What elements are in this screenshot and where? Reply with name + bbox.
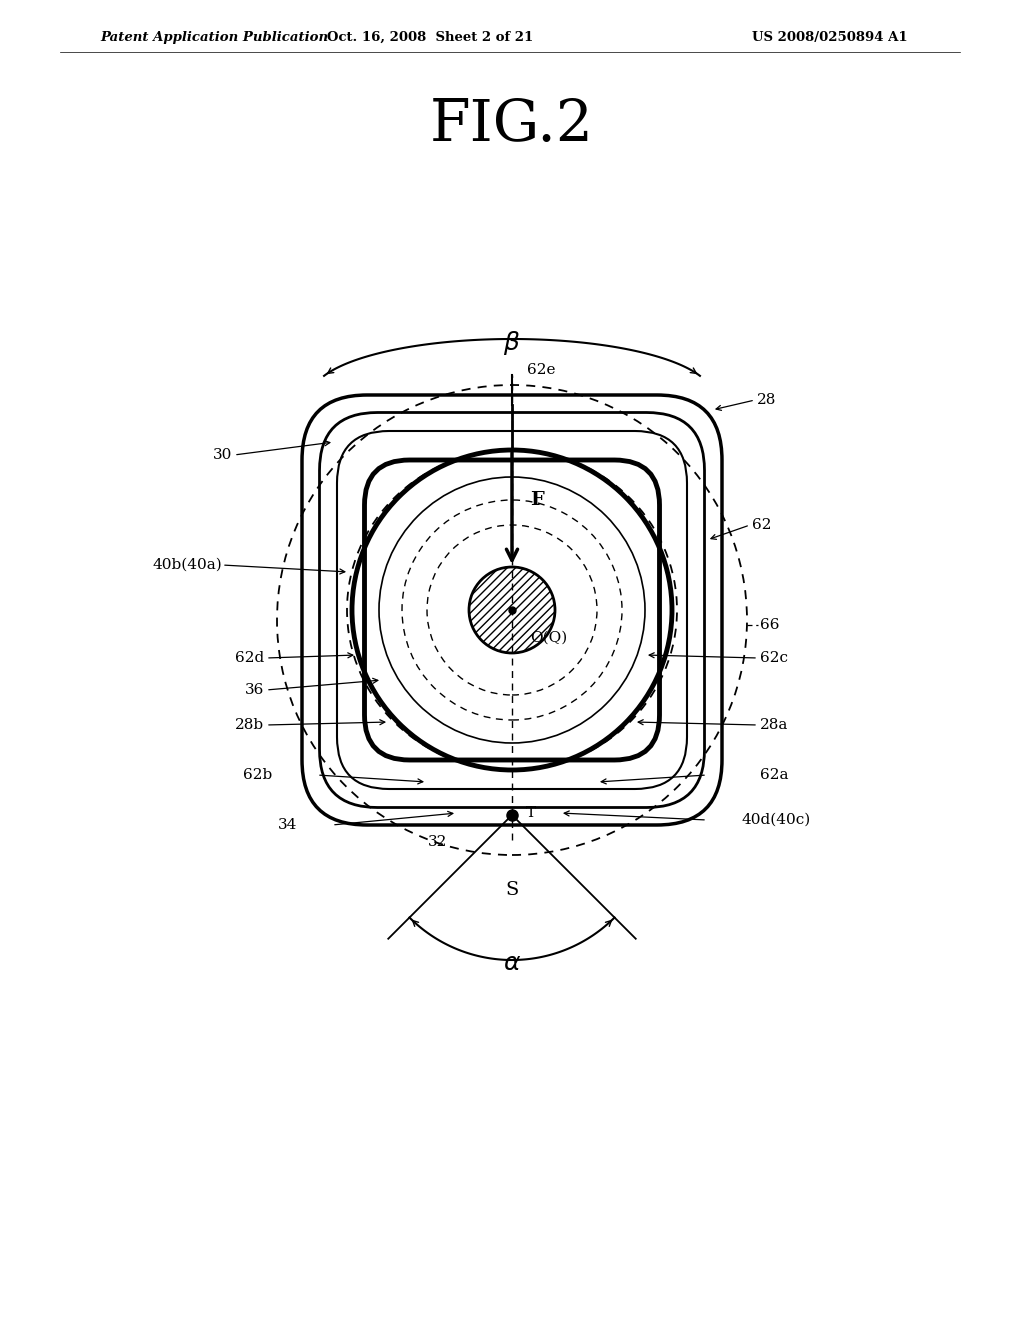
- Text: Patent Application Publication: Patent Application Publication: [100, 30, 328, 44]
- Circle shape: [469, 568, 555, 653]
- Text: 62e: 62e: [527, 363, 555, 378]
- Text: 40d(40c): 40d(40c): [742, 813, 811, 828]
- Text: Oct. 16, 2008  Sheet 2 of 21: Oct. 16, 2008 Sheet 2 of 21: [327, 30, 534, 44]
- Text: $\beta$: $\beta$: [504, 329, 520, 356]
- Text: 28a: 28a: [760, 718, 788, 733]
- Text: $\alpha$: $\alpha$: [503, 952, 521, 974]
- Text: 62: 62: [752, 517, 771, 532]
- Text: 32: 32: [428, 836, 447, 849]
- Text: 28b: 28b: [234, 718, 264, 733]
- Text: O(Q): O(Q): [530, 631, 567, 645]
- Text: 62c: 62c: [760, 651, 788, 665]
- Text: 62b: 62b: [243, 768, 272, 781]
- Text: 30: 30: [213, 447, 232, 462]
- Text: US 2008/0250894 A1: US 2008/0250894 A1: [753, 30, 908, 44]
- Text: FIG.2: FIG.2: [430, 96, 594, 153]
- Text: T: T: [526, 807, 537, 820]
- Text: 34: 34: [278, 818, 297, 832]
- Text: F: F: [530, 491, 544, 510]
- Text: 62d: 62d: [234, 651, 264, 665]
- Text: 36: 36: [245, 682, 264, 697]
- Text: 28: 28: [757, 393, 776, 407]
- Text: 62a: 62a: [760, 768, 788, 781]
- Text: 66: 66: [760, 618, 779, 632]
- Text: 40b(40a): 40b(40a): [153, 558, 222, 572]
- Text: S: S: [506, 880, 518, 899]
